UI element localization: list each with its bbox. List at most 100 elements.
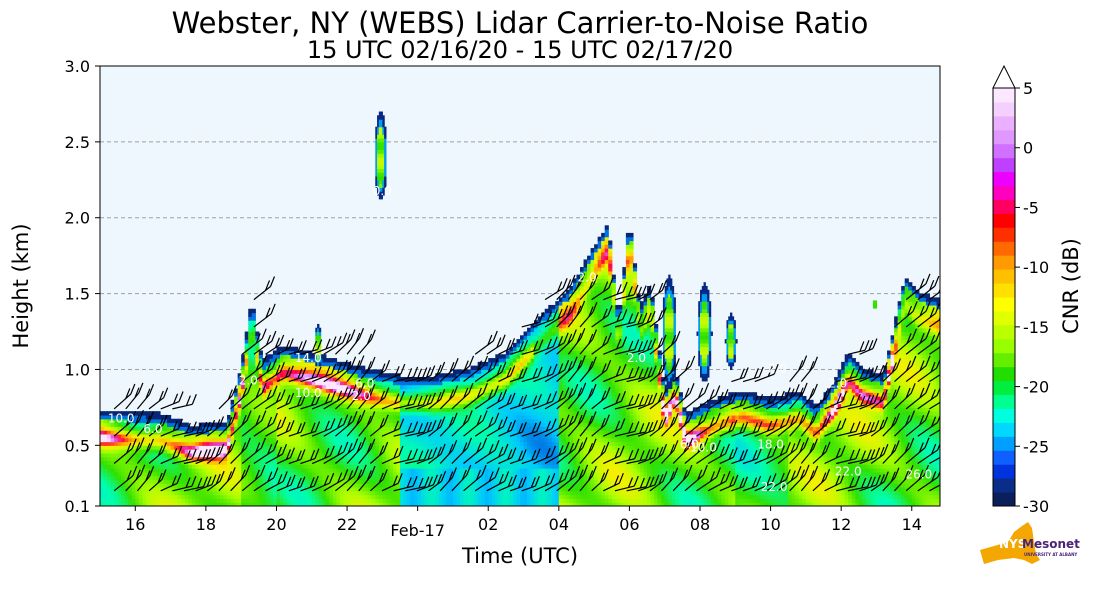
- cnr-cell: [195, 456, 200, 462]
- cnr-cell: [114, 475, 119, 481]
- cnr-cell: [481, 441, 486, 446]
- cnr-cell: [347, 426, 352, 431]
- cnr-cell: [371, 475, 376, 481]
- cnr-cell: [216, 445, 221, 450]
- cnr-cell: [100, 437, 105, 443]
- cnr-cell: [244, 502, 249, 506]
- cnr-cell: [417, 411, 422, 416]
- cnr-cell: [170, 475, 175, 481]
- cnr-cell: [580, 342, 585, 348]
- cnr-cell: [424, 384, 429, 390]
- cnr-cell: [241, 373, 246, 378]
- cnr-cell: [343, 449, 348, 454]
- cnr-cell: [283, 369, 288, 374]
- cnr-cell: [410, 422, 415, 427]
- cnr-cell: [322, 414, 327, 420]
- cnr-cell: [424, 471, 429, 477]
- cnr-cell: [520, 502, 525, 506]
- cnr-cell: [223, 475, 228, 481]
- cnr-cell: [407, 487, 412, 492]
- cnr-cell: [527, 479, 532, 484]
- cnr-cell: [498, 380, 503, 386]
- cnr-cell: [548, 414, 553, 420]
- cnr-cell: [202, 479, 207, 484]
- cnr-cell: [530, 346, 535, 352]
- cnr-cell: [336, 498, 341, 503]
- cnr-cell: [502, 426, 507, 431]
- cnr-cell: [223, 449, 228, 454]
- cnr-cell: [336, 441, 341, 446]
- cnr-cell: [318, 426, 323, 431]
- cnr-cell: [527, 449, 532, 454]
- cnr-cell: [195, 490, 200, 496]
- cnr-cell: [311, 498, 316, 503]
- cnr-cell: [255, 384, 260, 390]
- cnr-cell: [491, 407, 496, 412]
- cnr-cell: [378, 396, 383, 401]
- cnr-cell: [382, 479, 387, 484]
- cnr-cell: [347, 441, 352, 446]
- cnr-cell: [198, 475, 203, 481]
- cnr-cell: [572, 396, 578, 401]
- cnr-cell: [565, 308, 571, 314]
- cnr-cell: [272, 430, 278, 435]
- cnr-cell: [509, 494, 514, 500]
- cnr-cell: [428, 490, 433, 496]
- cnr-cell: [234, 445, 239, 450]
- cnr-cell: [371, 456, 376, 462]
- cnr-cell: [100, 422, 105, 427]
- cnr-cell: [400, 414, 405, 420]
- cnr-cell: [558, 471, 563, 477]
- cnr-cell: [124, 430, 129, 435]
- cnr-cell: [407, 494, 412, 500]
- cnr-cell: [537, 418, 542, 424]
- cnr-cell: [555, 358, 560, 363]
- cnr-cell: [255, 369, 260, 374]
- cnr-cell: [301, 354, 306, 359]
- cnr-cell: [442, 468, 447, 473]
- cnr-cell: [512, 490, 518, 496]
- cnr-cell: [562, 414, 567, 420]
- cnr-cell: [576, 274, 581, 280]
- cnr-cell: [265, 449, 271, 454]
- cnr-cell: [392, 471, 398, 477]
- cnr-cell: [580, 445, 585, 450]
- cnr-cell: [537, 430, 542, 435]
- cnr-cell: [534, 346, 539, 352]
- cnr-cell: [237, 494, 242, 500]
- cnr-cell: [357, 426, 362, 431]
- cnr-cell: [124, 494, 129, 500]
- cnr-cell: [378, 418, 383, 424]
- cnr-cell: [548, 396, 553, 401]
- cnr-cell: [340, 441, 345, 446]
- cnr-cell: [234, 403, 239, 408]
- cnr-cell: [456, 471, 461, 477]
- cnr-cell: [223, 422, 228, 427]
- cnr-cell: [315, 365, 320, 371]
- cnr-cell: [474, 430, 479, 435]
- cnr-cell: [294, 422, 299, 427]
- cnr-cell: [382, 437, 387, 443]
- cnr-cell: [375, 475, 380, 481]
- cnr-cell: [414, 464, 419, 469]
- cnr-cell: [322, 361, 327, 367]
- cnr-cell: [477, 494, 482, 500]
- cnr-cell: [251, 452, 256, 458]
- cnr-cell: [572, 437, 578, 443]
- cnr-cell: [520, 426, 525, 431]
- cnr-cell: [350, 456, 355, 462]
- cnr-cell: [565, 460, 571, 465]
- cnr-cell: [343, 384, 348, 390]
- cnr-cell: [343, 437, 348, 443]
- cnr-cell: [248, 380, 253, 386]
- cnr-cell: [170, 430, 175, 435]
- cnr-cell: [512, 384, 518, 390]
- cnr-cell: [258, 479, 263, 484]
- cnr-cell: [163, 494, 168, 500]
- cnr-cell: [445, 449, 451, 454]
- cnr-cell: [562, 369, 567, 374]
- cnr-cell: [509, 452, 514, 458]
- cnr-cell: [269, 490, 274, 496]
- cnr-cell: [534, 388, 539, 393]
- cnr-cell: [318, 414, 323, 420]
